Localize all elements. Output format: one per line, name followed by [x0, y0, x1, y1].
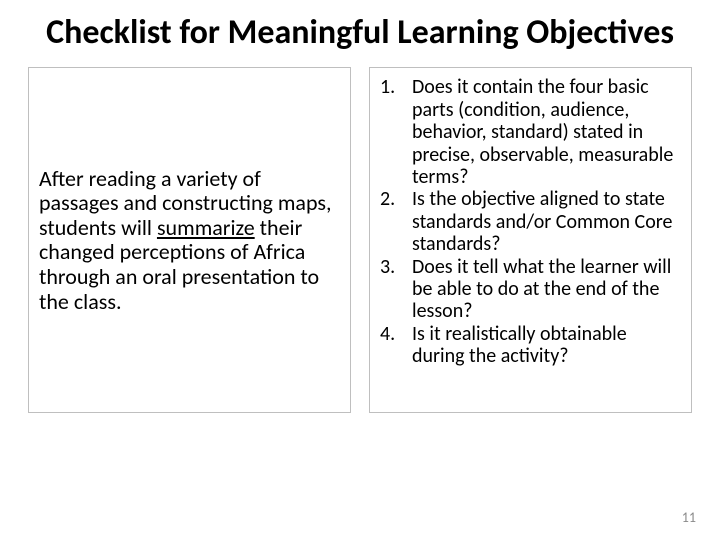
list-item: 2. Is the objective aligned to state sta…: [380, 188, 681, 255]
right-panel: 1. Does it contain the four basic parts …: [369, 67, 692, 413]
list-text: Is the objective aligned to state standa…: [412, 188, 681, 255]
list-number: 2.: [380, 188, 412, 255]
objective-underlined: summarize: [157, 214, 255, 241]
list-item: 3. Does it tell what the learner will be…: [380, 256, 681, 323]
list-text: Does it contain the four basic parts (co…: [412, 76, 681, 188]
list-number: 3.: [380, 256, 412, 323]
list-text: Does it tell what the learner will be ab…: [412, 256, 681, 323]
slide-title: Checklist for Meaningful Learning Object…: [0, 0, 720, 57]
page-number: 11: [682, 509, 696, 526]
list-item: 4. Is it realistically obtainable during…: [380, 323, 681, 368]
list-text: Is it realistically obtainable during th…: [412, 323, 681, 368]
list-item: 1. Does it contain the four basic parts …: [380, 76, 681, 188]
list-number: 4.: [380, 323, 412, 368]
list-number: 1.: [380, 76, 412, 188]
checklist: 1. Does it contain the four basic parts …: [380, 76, 681, 367]
objective-text: After reading a variety of passages and …: [39, 167, 340, 315]
left-panel: After reading a variety of passages and …: [28, 67, 351, 413]
content-columns: After reading a variety of passages and …: [0, 57, 720, 413]
